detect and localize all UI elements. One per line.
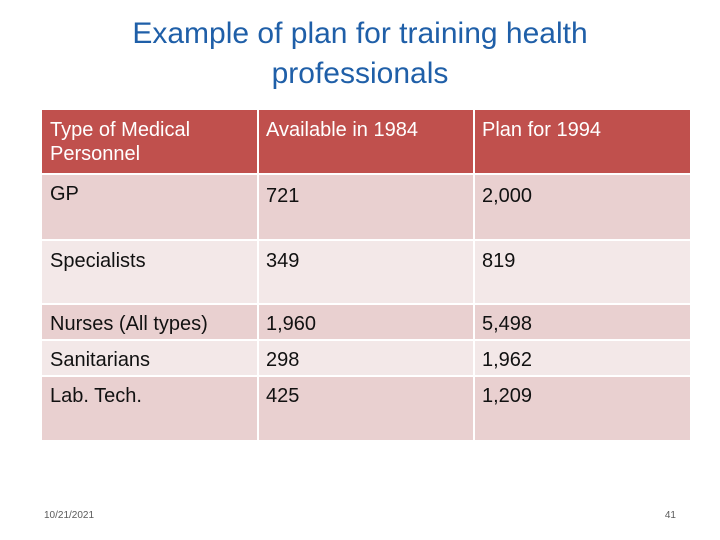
table-cell: Lab. Tech. bbox=[42, 376, 258, 440]
table-cell: 1,962 bbox=[474, 340, 690, 376]
table-cell: Sanitarians bbox=[42, 340, 258, 376]
table-row-divider bbox=[42, 303, 690, 305]
table-cell: Nurses (All types) bbox=[42, 304, 258, 340]
table-cell: 349 bbox=[258, 240, 474, 304]
page-number: 41 bbox=[664, 510, 676, 521]
table-cell: Specialists bbox=[42, 240, 258, 304]
table-column-divider bbox=[473, 110, 475, 440]
table-row-divider bbox=[42, 339, 690, 341]
table-column-divider bbox=[257, 110, 259, 440]
table-cell: 5,498 bbox=[474, 304, 690, 340]
table-cell: 819 bbox=[474, 240, 690, 304]
slide-title-line-2: professionals bbox=[271, 57, 449, 90]
table-cell: 1,209 bbox=[474, 376, 690, 440]
table-cell: 721 bbox=[258, 174, 474, 240]
table-cell: 1,960 bbox=[258, 304, 474, 340]
table-cell: GP bbox=[42, 174, 258, 240]
slide-title: Example of plan for training health prof… bbox=[60, 14, 660, 94]
header-cell-plan: Plan for 1994 bbox=[474, 110, 690, 174]
header-cell-type: Type of Medical Personnel bbox=[42, 110, 258, 174]
slide-title-line-1: Example of plan for training health bbox=[132, 17, 588, 50]
table-cell: 2,000 bbox=[474, 174, 690, 240]
footer-date: 10/21/2021 bbox=[44, 510, 95, 521]
header-cell-available: Available in 1984 bbox=[258, 110, 474, 174]
table-row-divider bbox=[42, 239, 690, 241]
table-cell: 425 bbox=[258, 376, 474, 440]
table-cell: 298 bbox=[258, 340, 474, 376]
table-row-divider bbox=[42, 375, 690, 377]
table-row-divider bbox=[42, 173, 690, 175]
